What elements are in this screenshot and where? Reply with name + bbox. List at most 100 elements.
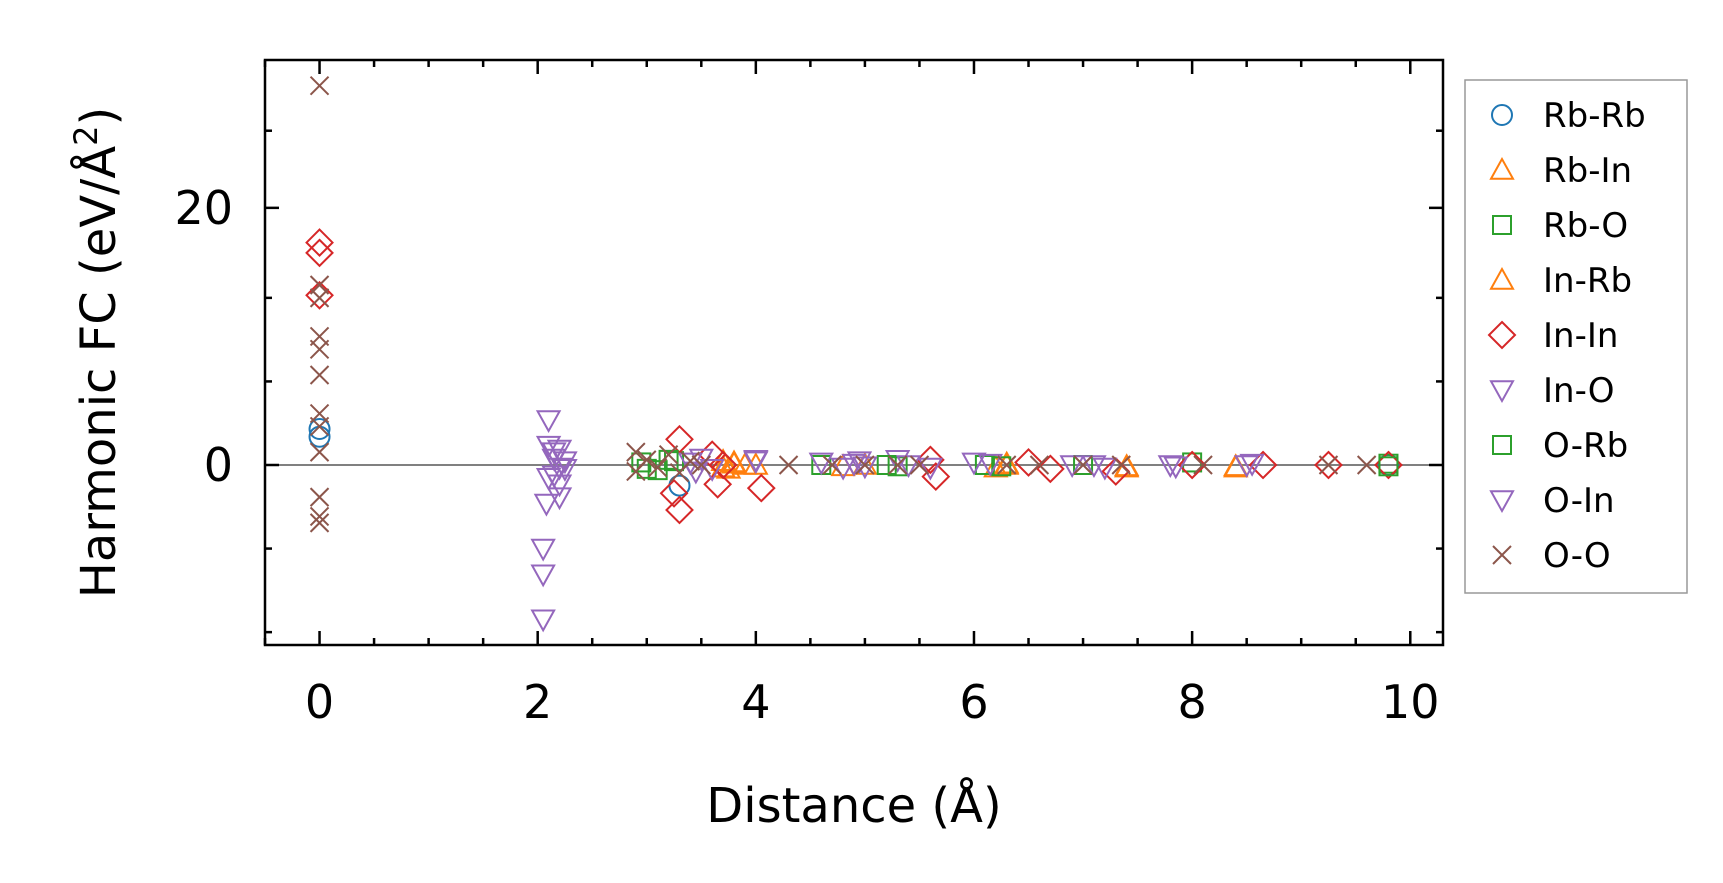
data-marks [305,76,1403,633]
axis-ticks [263,60,1443,645]
data-point-o-o [309,76,330,96]
data-point-in-o [1233,455,1260,479]
data-point-o-in [535,468,562,491]
data-point-in-in [1014,448,1043,477]
legend: Rb-Rb Rb-In Rb-O In-Rb In-In In-O O-Rb O-In O-O [1464,79,1688,594]
legend-marker-o-o [1492,545,1512,565]
data-point-rb-o [974,455,995,475]
data-point-o-o [822,455,842,475]
legend-marker-rb-rb [1491,104,1513,126]
data-point-o-o [691,455,712,475]
data-point-o-o [647,457,668,478]
x-tick-label: 10 [1381,675,1440,729]
data-point-in-o [546,487,573,511]
data-point-o-o [309,416,330,437]
legend-label-o-rb: O-Rb [1543,426,1628,466]
data-point-o-in [743,451,769,475]
legend-label-in-in: In-In [1543,316,1618,356]
data-point-in-o [533,493,560,517]
x-tick-label: 6 [959,675,988,729]
x-tick-label: 8 [1177,675,1206,729]
data-point-in-in [1177,450,1207,480]
data-point-o-rb [1378,456,1399,477]
data-point-in-o [530,564,556,588]
data-point-in-o [1092,457,1118,481]
data-point-o-o [309,506,330,527]
data-point-o-o [637,450,657,470]
legend-marker-in-rb [1489,266,1515,290]
data-point-o-o [1029,455,1050,475]
data-point-o-o [680,451,701,471]
data-point-in-o [1059,455,1085,479]
data-point-in-o [846,451,873,475]
data-point-o-in [977,453,1004,477]
x-tick-label: 4 [741,675,770,729]
data-point-o-o [1356,455,1377,475]
data-point-in-o [546,474,573,498]
data-point-o-in [1163,456,1189,480]
data-point-in-o [1157,455,1184,479]
legend-label-o-o: O-O [1543,536,1611,576]
data-point-o-o [1111,455,1131,475]
data-point-in-rb [994,450,1020,474]
data-point-in-o [808,452,834,476]
data-point-in-o [961,452,987,476]
data-point-o-rb [658,449,679,470]
data-point-in-rb [721,449,747,473]
data-point-o-o [309,442,330,462]
legend-label-in-rb: In-Rb [1543,261,1632,301]
data-point-o-o [1318,455,1339,475]
legend-marker-in-in [1487,320,1517,350]
data-point-o-o [658,445,679,465]
data-point-o-o [1073,455,1093,475]
legend-marker-o-in [1489,490,1515,514]
data-point-o-o [996,455,1017,475]
data-point-in-o [535,410,562,434]
data-point-o-rb [991,456,1012,477]
data-point-o-o [778,455,799,475]
data-point-o-in [1239,453,1265,477]
legend-label-rb-rb: Rb-Rb [1543,96,1646,136]
data-point-rb-in [983,454,1009,478]
y-axis-label: Harmonic FC (eV/Å2) [67,107,127,599]
data-point-in-o [917,457,944,481]
legend-marker-rb-in [1489,156,1515,180]
x-axis-label: Distance (Å) [706,777,1001,834]
data-point-in-in [915,445,945,475]
data-point-o-o [855,455,875,475]
data-point-in-in [305,280,334,310]
legend-label-rb-o: Rb-O [1543,206,1628,246]
data-point-in-o [830,457,856,481]
data-point-o-in [546,457,573,481]
data-point-in-in [305,228,334,257]
data-point-in-o [884,450,911,473]
y-tick-label: 20 [174,181,233,235]
data-point-in-in [1035,454,1065,484]
data-point-in-o [546,439,573,463]
data-point-o-o [1193,455,1213,475]
y-tick-label: 0 [204,438,233,492]
data-point-in-o [530,538,556,562]
plot-frame [263,58,1445,647]
legend-marker-in-o [1489,380,1515,404]
data-point-o-in [841,453,867,477]
y-axis-label-close: ) [71,107,127,126]
legend-marker-o-rb [1492,435,1512,455]
data-point-o-in [895,455,922,479]
legend-label-rb-in: Rb-In [1543,151,1632,191]
data-point-rb-rb [308,418,331,440]
data-point-rb-o [631,452,652,473]
legend-items: Rb-Rb Rb-In Rb-O In-Rb In-In In-O O-Rb O-In O-O [1487,96,1646,576]
data-point-in-in [665,495,694,525]
data-point-in-in [1314,450,1343,480]
y-axis-label-main: Harmonic FC (eV/Å [70,146,127,599]
x-tick-label: 0 [305,675,334,729]
legend-box [1464,79,1688,594]
data-point-in-in [703,469,733,499]
axis-tick-labels: 0 2 4 6 8 10 0 20 [174,181,1439,729]
data-point-o-rb [876,455,897,475]
data-point-o-in [683,461,709,485]
data-point-in-in [305,238,334,268]
data-point-o-o [626,442,646,462]
